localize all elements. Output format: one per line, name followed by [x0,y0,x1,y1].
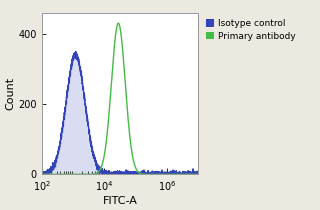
Y-axis label: Count: Count [5,77,15,110]
X-axis label: FITC-A: FITC-A [103,196,137,206]
Legend: Isotype control, Primary antibody: Isotype control, Primary antibody [204,17,298,42]
